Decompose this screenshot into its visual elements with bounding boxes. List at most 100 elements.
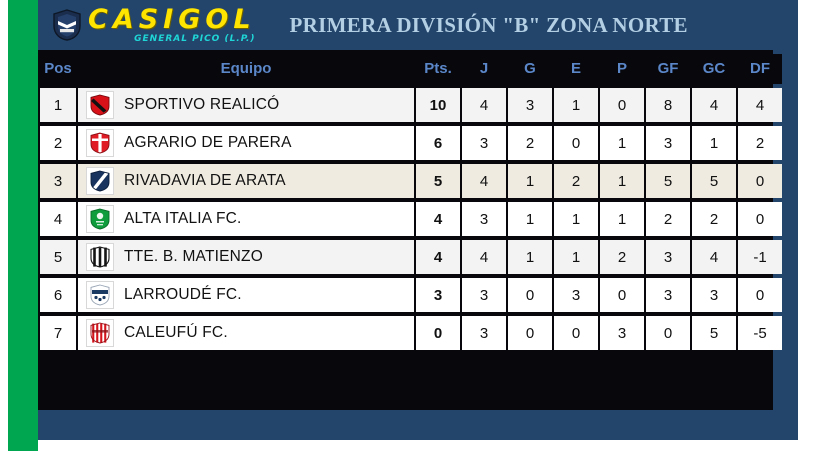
cell-e: 3 xyxy=(554,278,598,312)
table-row[interactable]: 3 RIVADAVIA DE ARATA 5 4 1 2 1 5 5 0 xyxy=(40,164,782,198)
cell-j: 3 xyxy=(462,316,506,350)
cell-df: 0 xyxy=(738,202,782,236)
cell-gf: 3 xyxy=(646,240,690,274)
cell-position: 3 xyxy=(40,164,76,198)
cell-j: 4 xyxy=(462,240,506,274)
cell-pts: 5 xyxy=(416,164,460,198)
column-header-team[interactable]: Equipo xyxy=(78,54,414,84)
team-name: AGRARIO DE PARERA xyxy=(124,134,292,151)
team-name: TTE. B. MATIENZO xyxy=(124,248,263,265)
cell-team[interactable]: AGRARIO DE PARERA xyxy=(78,126,414,160)
cell-gf: 2 xyxy=(646,202,690,236)
cell-e: 1 xyxy=(554,202,598,236)
cell-gc: 4 xyxy=(692,88,736,122)
page-header: CASIGOL GENERAL PICO (L.P.) PRIMERA DIVI… xyxy=(38,0,798,50)
team-name: CALEUFÚ FC. xyxy=(124,324,228,341)
team-cell-content: LARROUDÉ FC. xyxy=(78,278,414,312)
standings-table-panel: Pos Equipo Pts. J G E P GF GC DF 1 SPORTI… xyxy=(38,50,782,410)
cell-gc: 5 xyxy=(692,316,736,350)
cell-gc: 4 xyxy=(692,240,736,274)
cell-p: 3 xyxy=(600,316,644,350)
cell-g: 1 xyxy=(508,240,552,274)
cell-team[interactable]: ALTA ITALIA FC. xyxy=(78,202,414,236)
cell-gf: 8 xyxy=(646,88,690,122)
standings-table-body: 1 SPORTIVO REALICÓ 10 4 3 1 0 8 4 4 2 AGRARIO DE PA… xyxy=(40,88,782,350)
table-header-row: Pos Equipo Pts. J G E P GF GC DF xyxy=(40,54,782,84)
cell-team[interactable]: RIVADAVIA DE ARATA xyxy=(78,164,414,198)
team-cell-content: CALEUFÚ FC. xyxy=(78,316,414,350)
crest-rivadavia-arata-icon xyxy=(86,167,114,195)
cell-position: 7 xyxy=(40,316,76,350)
cell-df: -1 xyxy=(738,240,782,274)
cell-p: 1 xyxy=(600,164,644,198)
cell-team[interactable]: TTE. B. MATIENZO xyxy=(78,240,414,274)
cell-p: 1 xyxy=(600,126,644,160)
page-title: PRIMERA DIVISIÓN "B" ZONA NORTE xyxy=(289,12,688,37)
cell-pts: 6 xyxy=(416,126,460,160)
column-header-pts[interactable]: Pts. xyxy=(416,54,460,84)
table-row[interactable]: 4 ALTA ITALIA FC. 4 3 1 1 1 2 2 0 xyxy=(40,202,782,236)
cell-g: 2 xyxy=(508,126,552,160)
cell-team[interactable]: CALEUFÚ FC. xyxy=(78,316,414,350)
cell-j: 3 xyxy=(462,126,506,160)
team-name: LARROUDÉ FC. xyxy=(124,286,242,303)
column-header-e[interactable]: E xyxy=(554,54,598,84)
team-name: RIVADAVIA DE ARATA xyxy=(124,172,286,189)
cell-position: 2 xyxy=(40,126,76,160)
table-row[interactable]: 1 SPORTIVO REALICÓ 10 4 3 1 0 8 4 4 xyxy=(40,88,782,122)
cell-j: 4 xyxy=(462,88,506,122)
cell-team[interactable]: SPORTIVO REALICÓ xyxy=(78,88,414,122)
brand-location: GENERAL PICO (L.P.) xyxy=(134,34,256,44)
crest-caleufu-icon xyxy=(86,319,114,347)
cell-df: 4 xyxy=(738,88,782,122)
cell-position: 6 xyxy=(40,278,76,312)
cell-pts: 4 xyxy=(416,240,460,274)
cell-g: 1 xyxy=(508,202,552,236)
cell-gf: 0 xyxy=(646,316,690,350)
cell-pts: 0 xyxy=(416,316,460,350)
team-cell-content: RIVADAVIA DE ARATA xyxy=(78,164,414,198)
team-cell-content: TTE. B. MATIENZO xyxy=(78,240,414,274)
column-header-gf[interactable]: GF xyxy=(646,54,690,84)
shield-crest-icon xyxy=(52,9,82,41)
table-row[interactable]: 5 TTE. B. MATIENZO 4 4 1 1 2 3 4 -1 xyxy=(40,240,782,274)
cell-e: 2 xyxy=(554,164,598,198)
brand-wordmark: CASIGOL GENERAL PICO (L.P.) xyxy=(88,6,256,44)
team-cell-content: AGRARIO DE PARERA xyxy=(78,126,414,160)
cell-pts: 3 xyxy=(416,278,460,312)
brand-logo[interactable]: CASIGOL GENERAL PICO (L.P.) xyxy=(52,6,256,44)
cell-e: 1 xyxy=(554,88,598,122)
cell-gc: 1 xyxy=(692,126,736,160)
cell-gc: 2 xyxy=(692,202,736,236)
team-cell-content: SPORTIVO REALICÓ xyxy=(78,88,414,122)
cell-gc: 5 xyxy=(692,164,736,198)
cell-e: 1 xyxy=(554,240,598,274)
cell-pts: 10 xyxy=(416,88,460,122)
column-header-g[interactable]: G xyxy=(508,54,552,84)
cell-df: 0 xyxy=(738,278,782,312)
crest-alta-italia-icon xyxy=(86,205,114,233)
table-row[interactable]: 2 AGRARIO DE PARERA 6 3 2 0 1 3 1 2 xyxy=(40,126,782,160)
column-header-p[interactable]: P xyxy=(600,54,644,84)
cell-team[interactable]: LARROUDÉ FC. xyxy=(78,278,414,312)
cell-position: 1 xyxy=(40,88,76,122)
cell-j: 3 xyxy=(462,278,506,312)
table-row[interactable]: 6 LARROUDÉ FC. 3 3 0 3 0 3 3 0 xyxy=(40,278,782,312)
column-header-pos[interactable]: Pos xyxy=(40,54,76,84)
cell-df: -5 xyxy=(738,316,782,350)
team-name: ALTA ITALIA FC. xyxy=(124,210,242,227)
cell-gf: 3 xyxy=(646,278,690,312)
table-row[interactable]: 7 CALEUFÚ FC. 0 3 0 0 3 0 5 -5 xyxy=(40,316,782,350)
column-header-j[interactable]: J xyxy=(462,54,506,84)
crest-sportivo-realico-icon xyxy=(86,91,114,119)
cell-position: 5 xyxy=(40,240,76,274)
cell-df: 2 xyxy=(738,126,782,160)
column-header-df[interactable]: DF xyxy=(738,54,782,84)
cell-g: 3 xyxy=(508,88,552,122)
brand-name: CASIGOL xyxy=(88,4,256,35)
crest-larroude-icon xyxy=(86,281,114,309)
column-header-gc[interactable]: GC xyxy=(692,54,736,84)
cell-p: 0 xyxy=(600,88,644,122)
cell-g: 0 xyxy=(508,278,552,312)
